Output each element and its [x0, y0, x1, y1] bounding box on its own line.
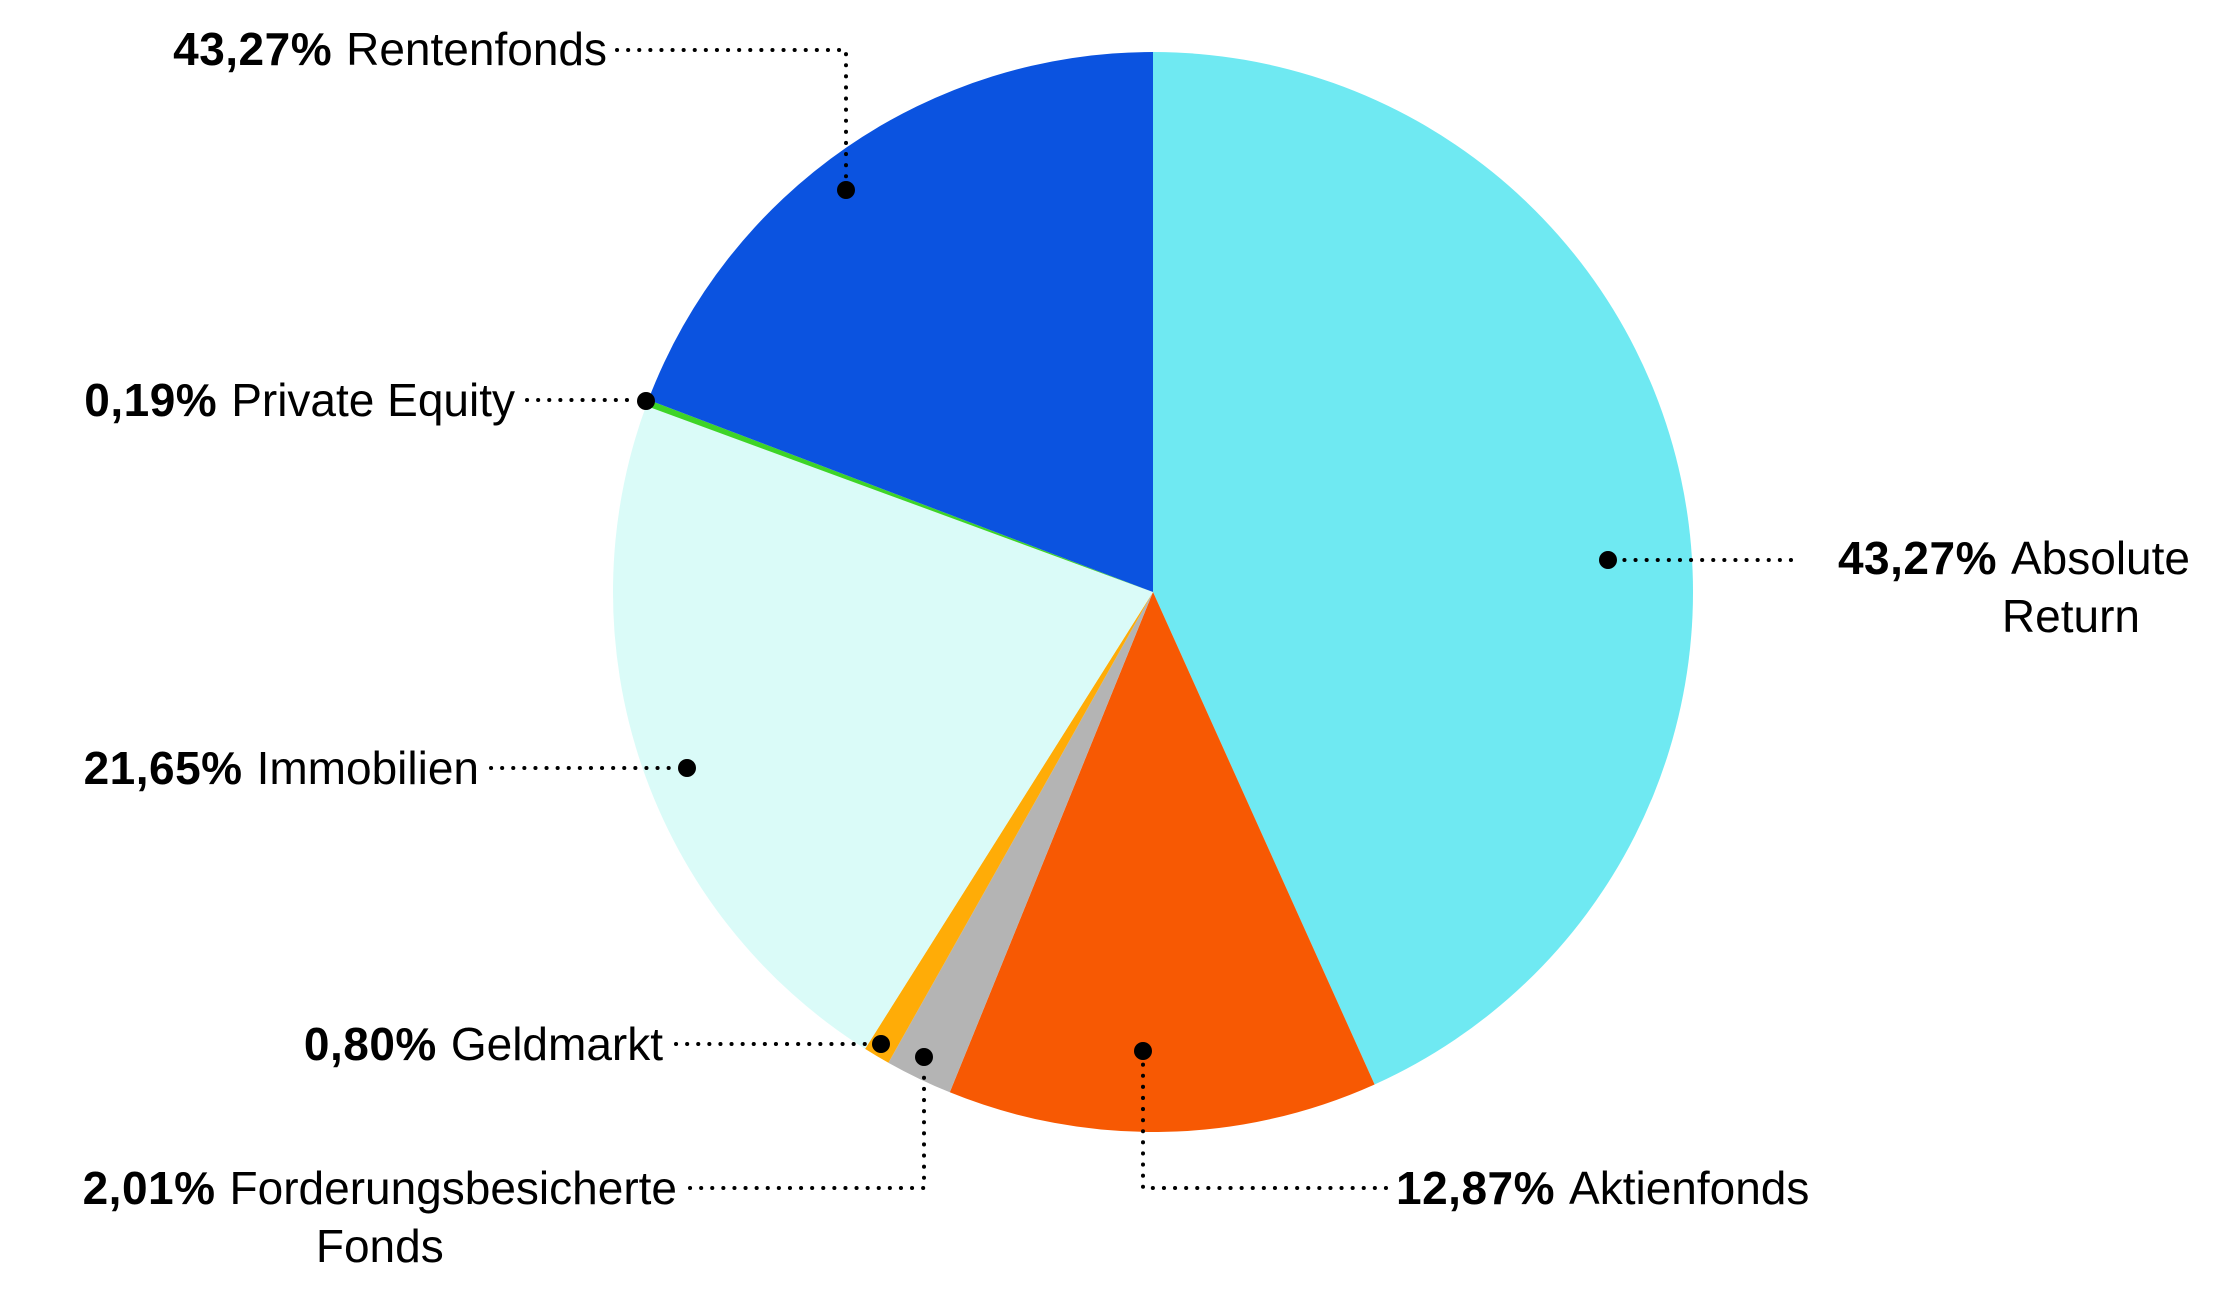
absolute-return-line1: 43,27% Absolute: [1838, 529, 2190, 587]
pie-slice-immobilien: [612, 405, 1153, 1049]
forderungsbesicherte-line2: Fonds: [83, 1217, 677, 1275]
rentenfonds-percent: 43,27%: [173, 23, 333, 75]
aktienfonds-percent: 12,87%: [1396, 1162, 1556, 1214]
pie-slice-aktienfonds: [949, 592, 1375, 1133]
absolute-return-name-line1: Absolute: [2010, 532, 2190, 584]
anchor-dot-forderungsbesicherte-fonds: [915, 1048, 933, 1066]
absolute-return-percent: 43,27%: [1837, 532, 1997, 584]
leader-line-rentenfonds: [615, 48, 848, 181]
rentenfonds-name: Rentenfonds: [346, 23, 607, 75]
anchor-dot-private-equity: [637, 392, 655, 410]
label-geldmarkt: 0,80% Geldmarkt: [304, 1015, 663, 1073]
pie-slice-private-equity: [646, 399, 1153, 592]
label-absolute-return: 43,27% Absolute Return: [1838, 529, 2190, 645]
forderungsbesicherte-name-line1: Forderungsbesicherte: [229, 1162, 677, 1214]
anchor-dot-geldmarkt: [872, 1035, 890, 1053]
private-equity-percent: 0,19%: [84, 374, 218, 426]
immobilien-percent: 21,65%: [83, 742, 243, 794]
anchor-dot-absolute-return: [1599, 551, 1617, 569]
immobilien-name: Immobilien: [256, 742, 479, 794]
forderungsbesicherte-percent: 2,01%: [82, 1162, 216, 1214]
private-equity-name: Private Equity: [231, 374, 515, 426]
forderungsbesicherte-line1: 2,01% Forderungsbesicherte: [83, 1159, 677, 1217]
absolute-return-line2: Return: [1838, 587, 2190, 645]
label-aktienfonds: 12,87% Aktienfonds: [1396, 1159, 1809, 1217]
forderungsbesicherte-name-line2: Fonds: [315, 1220, 444, 1272]
leader-line-aktienfonds: [1141, 1061, 1388, 1190]
label-private-equity: 0,19% Private Equity: [84, 371, 515, 429]
label-rentenfonds: 43,27% Rentenfonds: [173, 20, 607, 78]
label-forderungsbesicherte-fonds: 2,01% Forderungsbesicherte Fonds: [83, 1159, 677, 1275]
anchor-dot-aktienfonds: [1134, 1042, 1152, 1060]
label-immobilien: 21,65% Immobilien: [84, 739, 479, 797]
geldmarkt-percent: 0,80%: [303, 1018, 437, 1070]
absolute-return-name-line2: Return: [2001, 590, 2140, 642]
pie-slice-geldmarkt: [865, 592, 1153, 1063]
pie-slice-forderungsbesicherte-fonds: [888, 592, 1153, 1093]
geldmarkt-name: Geldmarkt: [450, 1018, 663, 1070]
anchor-dot-rentenfonds: [837, 181, 855, 199]
aktienfonds-name: Aktienfonds: [1569, 1162, 1810, 1214]
pie-slice-rentenfonds: [648, 52, 1153, 592]
leader-line-forderungsbesicherte-fonds: [688, 1067, 926, 1190]
anchor-dot-immobilien: [678, 759, 696, 777]
pie-slice-absolute-return: [1153, 52, 1694, 1085]
